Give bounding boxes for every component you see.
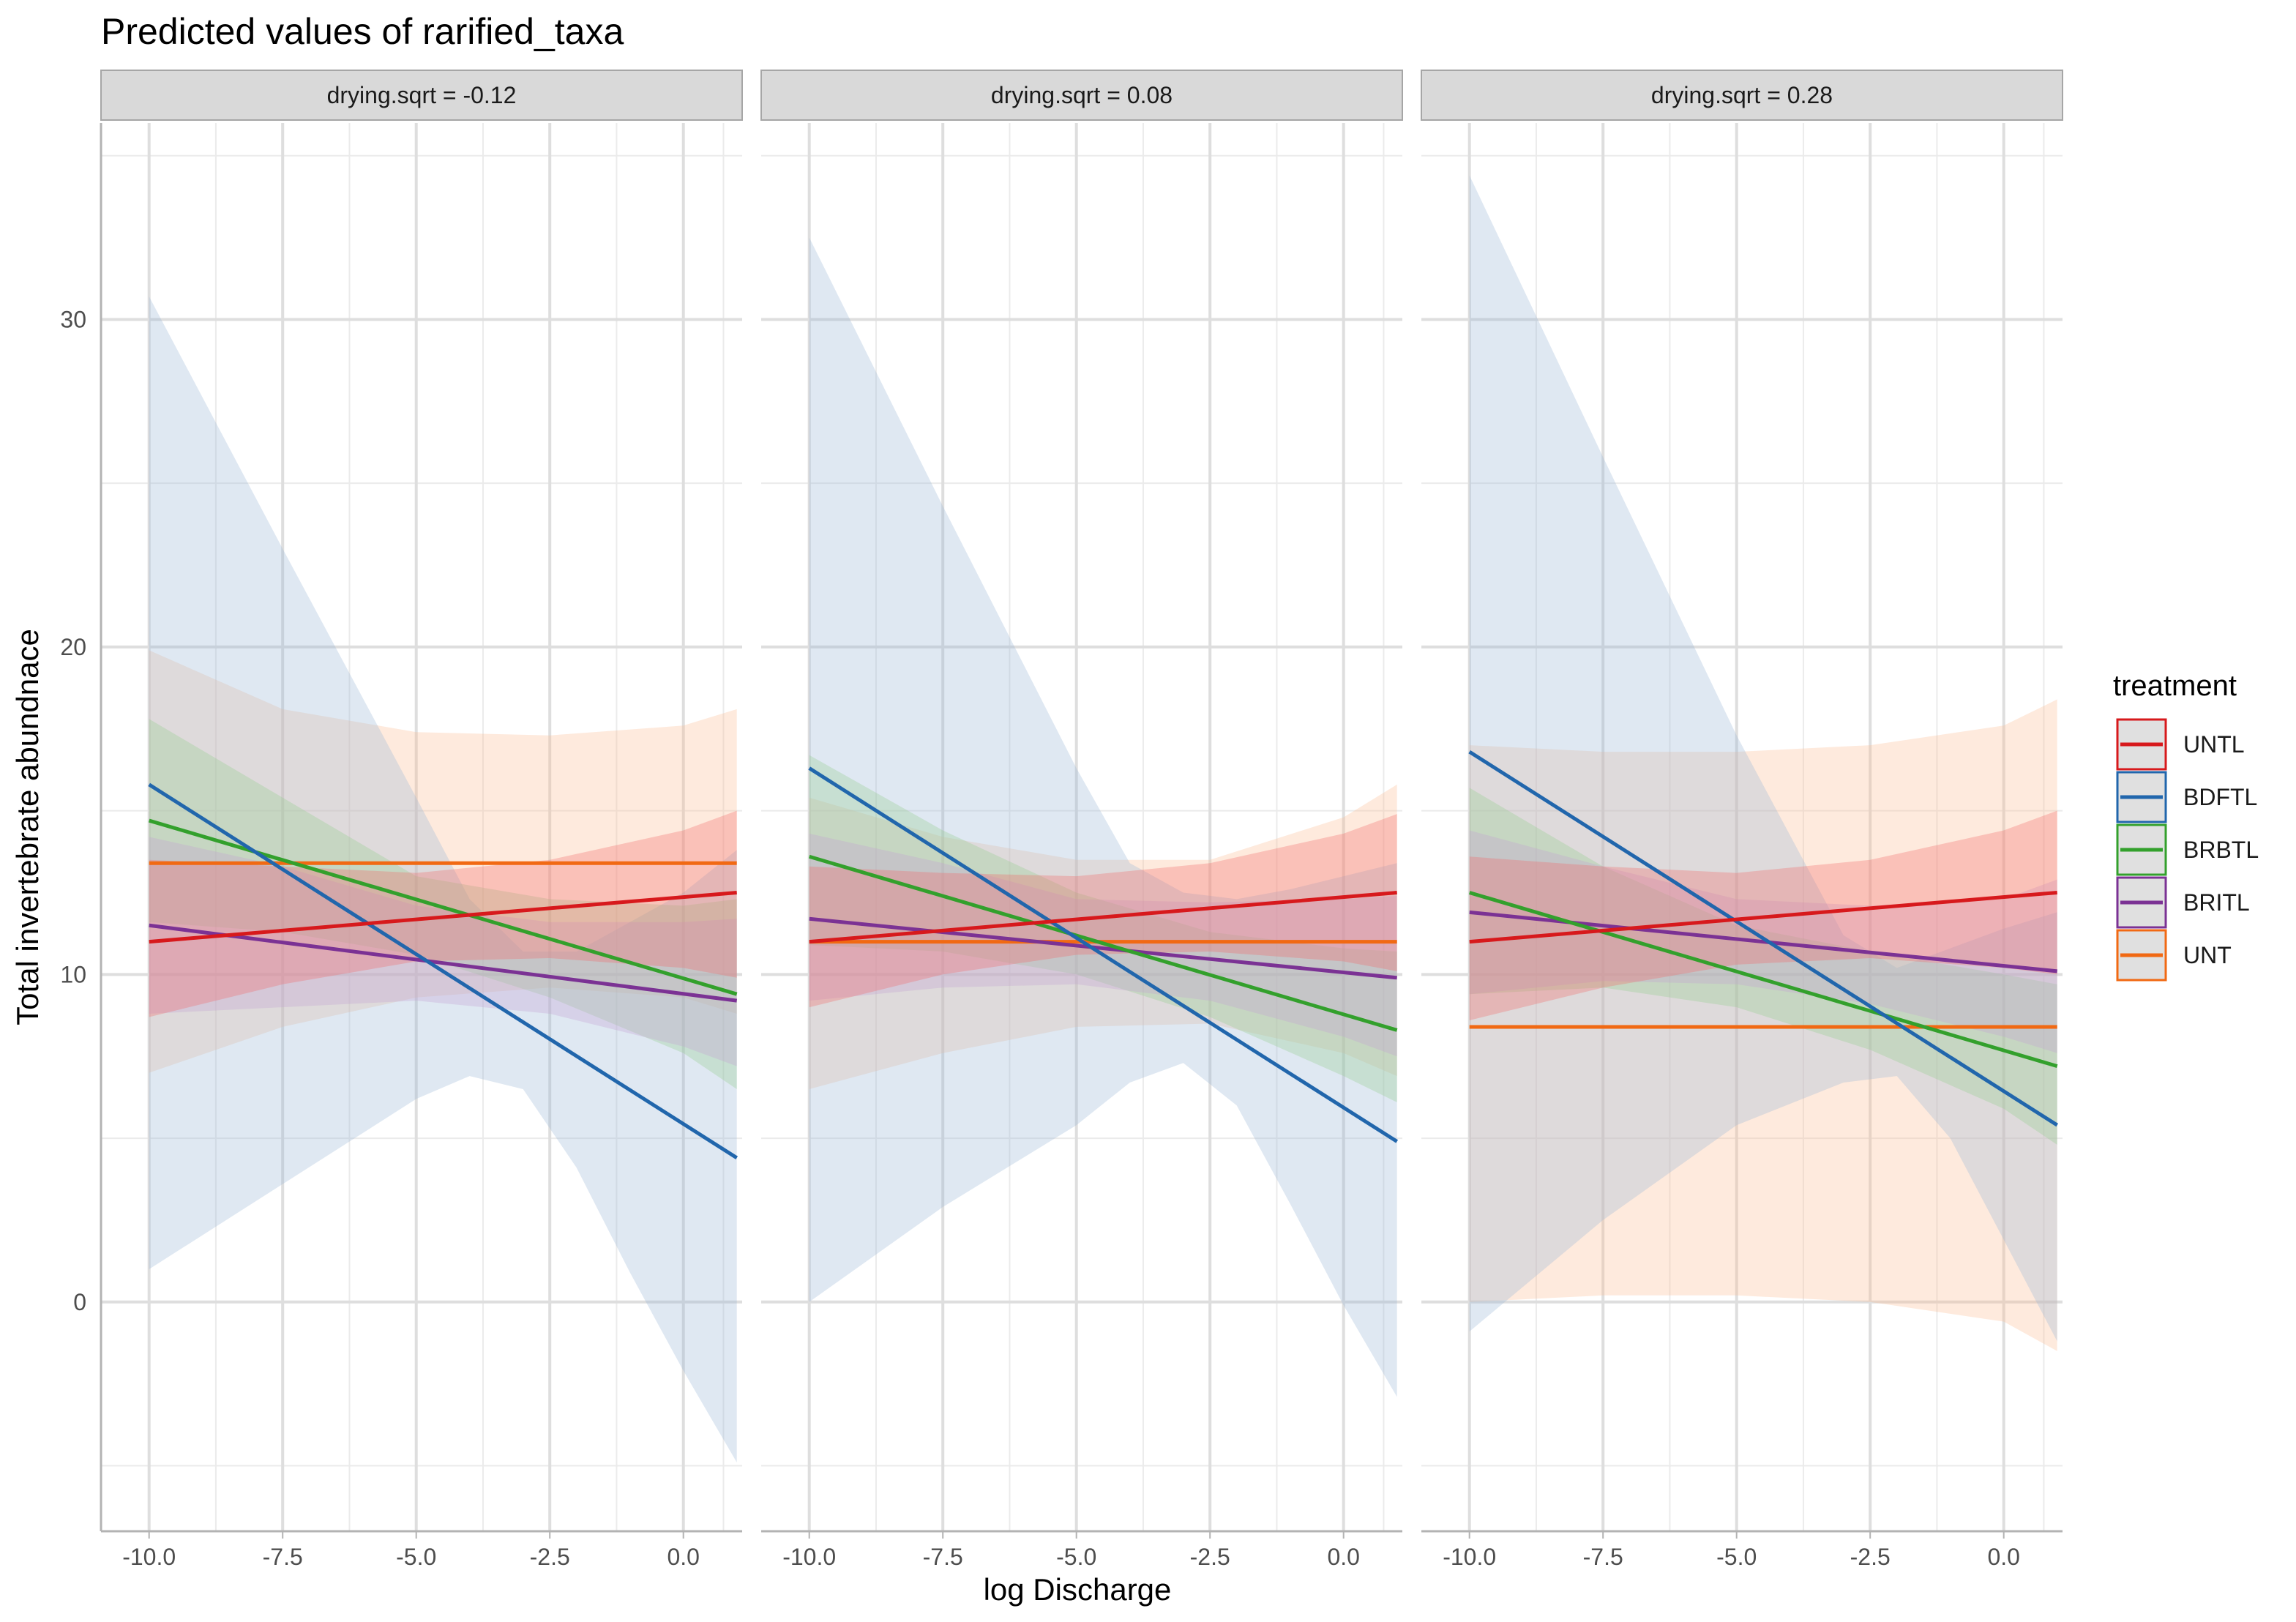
legend: treatment UNTL BDFTL BRBTL BRITL UNT [2113,670,2259,982]
series-line-untl [1469,890,2057,944]
legend-item: UNT [2116,929,2232,982]
facet-panel: drying.sqrt = -0.12 -10.0 -7.5 -5.0 -2.5 0.0 [100,70,743,1570]
legend-item: BDFTL [2116,771,2257,823]
legend-item: BRBTL [2116,823,2259,876]
x-tick-label: -7.5 [263,1544,303,1570]
confidence-bands [809,237,1397,1397]
x-tick-label: -5.0 [396,1544,436,1570]
legend-label: UNT [2183,942,2232,968]
ci-band-brbtl [809,755,1397,1102]
x-tick-label: -10.0 [1443,1544,1496,1570]
legend-title: treatment [2113,670,2237,702]
y-tick-label: 10 [60,961,86,987]
legend-item: BRITL [2116,876,2250,929]
series-line-britl [809,916,1397,980]
x-tick-label: 0.0 [1327,1544,1359,1570]
series-line-brbtl [148,818,738,996]
x-tick-label: -2.5 [1850,1544,1891,1570]
x-tick-label: -10.0 [122,1544,176,1570]
series-line-britl [149,923,738,1003]
facet-strip [760,70,1403,121]
ci-band-untl [809,814,1397,1008]
gridlines [101,123,742,1531]
y-tick-label: 30 [60,306,86,332]
x-tick-label: 0.0 [667,1544,699,1570]
facet-panel: drying.sqrt = 0.28 -10.0 -7.5 -5.0 -2.5 0.0 [1421,70,2063,1570]
x-tick-label: -2.5 [530,1544,570,1570]
ci-band-bdftl [809,237,1397,1397]
ci-band-bdftl [1469,175,2057,1342]
ci-band-brbtl [149,719,737,1089]
facet-strip [1421,70,2063,121]
y-tick-label: 0 [73,1289,86,1315]
legend-label: BDFTL [2183,784,2257,810]
gridlines [761,123,1402,1531]
series-line-bdftl [1468,750,2059,1127]
facet-strip-label: drying.sqrt = 0.08 [991,82,1173,108]
legend-label: BRBTL [2183,837,2259,863]
chart-title: Predicted values of rarified_taxa [101,11,624,52]
facet-strip-label: drying.sqrt = -0.12 [327,82,517,108]
series-lines [808,766,1399,1143]
y-tick-label: 20 [60,634,86,660]
series-line-untl [809,890,1397,944]
x-tick-label: -7.5 [923,1544,963,1570]
series-line-bdftl [148,782,738,1160]
x-tick-label: -2.5 [1190,1544,1230,1570]
facet-panels: drying.sqrt = -0.12-10.0 -7.5 -5.0 -2.5 0.0d… [100,70,2063,1570]
series-lines [1468,750,2059,1127]
facet-strip-label: drying.sqrt = 0.28 [1651,82,1833,108]
legend-label: UNTL [2183,731,2245,758]
gridlines [1421,123,2063,1531]
ci-band-brbtl [1469,788,2057,1145]
series-line-brbtl [808,854,1398,1032]
ci-band-bdftl [149,296,737,1463]
series-lines [148,782,738,1160]
series-line-untl [149,890,737,944]
x-tick-label: -7.5 [1583,1544,1623,1570]
legend-item: UNTL [2116,718,2245,771]
ci-band-britl [149,837,737,1066]
y-axis-title: Total invertebrate abundnace [10,629,45,1025]
legend-label: BRITL [2183,889,2250,916]
facet-panel: drying.sqrt = 0.08 -10.0 -7.5 -5.0 -2.5 0.0 [760,70,1403,1570]
y-axis-ticks: 0 10 20 30 [60,306,86,1315]
x-axis-title: log Discharge [984,1572,1172,1607]
facet-strip [100,70,743,121]
x-tick-label: -5.0 [1056,1544,1096,1570]
x-tick-label: -5.0 [1716,1544,1757,1570]
x-tick-label: 0.0 [1987,1544,2019,1570]
series-line-brbtl [1468,891,2058,1069]
series-line-bdftl [808,766,1399,1143]
x-tick-label: -10.0 [782,1544,836,1570]
